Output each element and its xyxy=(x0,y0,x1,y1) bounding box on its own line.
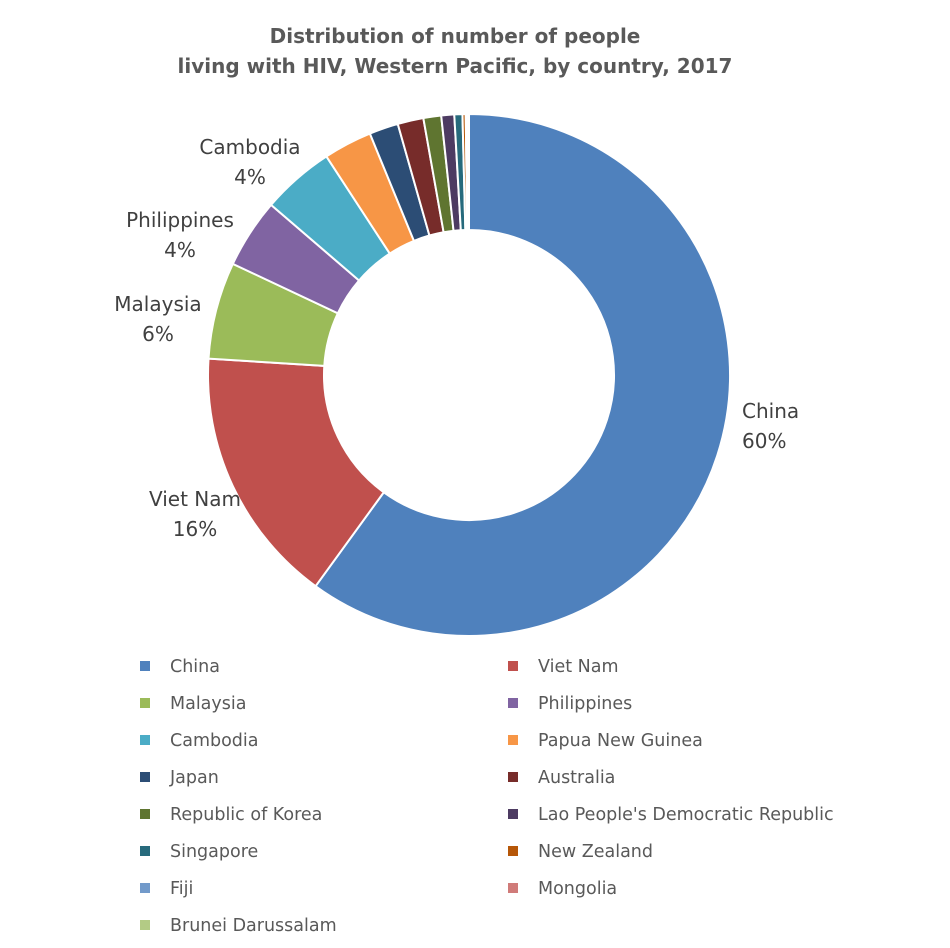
legend-label-japan: Japan xyxy=(169,768,219,788)
slice-percent-viet-nam: 16% xyxy=(173,517,217,541)
legend-swatch-philippines xyxy=(508,698,518,708)
legend-swatch-brunei-darussalam xyxy=(140,920,150,930)
legend-label-cambodia: Cambodia xyxy=(170,731,259,751)
legend-swatch-singapore xyxy=(140,846,150,856)
legend-swatch-mongolia xyxy=(508,883,518,893)
slice-viet-nam xyxy=(207,357,386,588)
legend-label-lao-people-s-democratic-republic: Lao People's Democratic Republic xyxy=(538,805,834,825)
slice-china xyxy=(314,112,731,637)
slice-brunei-darussalam xyxy=(467,112,470,232)
legend-label-australia: Australia xyxy=(538,768,615,788)
legend-label-papua-new-guinea: Papua New Guinea xyxy=(538,731,703,751)
slice-label-malaysia: Malaysia xyxy=(114,292,201,316)
legend-label-singapore: Singapore xyxy=(170,842,258,862)
legend-label-viet-nam: Viet Nam xyxy=(538,657,619,677)
legend-swatch-viet-nam xyxy=(508,661,518,671)
legend-swatch-new-zealand xyxy=(508,846,518,856)
slice-percent-malaysia: 6% xyxy=(142,322,174,346)
legend-label-china: China xyxy=(170,657,220,677)
slice-label-cambodia: Cambodia xyxy=(199,135,300,159)
legend-swatch-republic-of-korea xyxy=(140,809,150,819)
legend-swatch-fiji xyxy=(140,883,150,893)
legend-label-new-zealand: New Zealand xyxy=(538,842,653,862)
legend-swatch-australia xyxy=(508,772,518,782)
legend-label-philippines: Philippines xyxy=(538,694,632,714)
slice-label-china: China xyxy=(742,399,799,423)
chart-title-line-2: living with HIV, Western Pacific, by cou… xyxy=(178,54,733,78)
slice-label-viet-nam: Viet Nam xyxy=(149,487,241,511)
legend: China Viet Nam Malaysia Philippines Cambodia… xyxy=(140,657,834,936)
legend-swatch-malaysia xyxy=(140,698,150,708)
donut-slices xyxy=(207,112,731,637)
legend-swatch-papua-new-guinea xyxy=(508,735,518,745)
legend-swatch-japan xyxy=(140,772,150,782)
slice-label-philippines: Philippines xyxy=(126,208,234,232)
legend-label-brunei-darussalam: Brunei Darussalam xyxy=(170,916,337,936)
legend-label-malaysia: Malaysia xyxy=(170,694,246,714)
slice-percent-cambodia: 4% xyxy=(234,165,266,189)
legend-label-mongolia: Mongolia xyxy=(538,879,617,899)
slice-percent-china: 60% xyxy=(742,429,786,453)
legend-swatch-cambodia xyxy=(140,735,150,745)
legend-swatch-china xyxy=(140,661,150,671)
slice-labels: China 60% Viet Nam 16% Malaysia 6% Philippines… xyxy=(114,135,799,541)
slice-percent-philippines: 4% xyxy=(164,238,196,262)
chart-title-line-1: Distribution of number of people xyxy=(270,24,641,48)
legend-label-fiji: Fiji xyxy=(170,879,193,899)
legend-swatch-lao-people-s-democratic-republic xyxy=(508,809,518,819)
legend-label-republic-of-korea: Republic of Korea xyxy=(170,805,322,825)
